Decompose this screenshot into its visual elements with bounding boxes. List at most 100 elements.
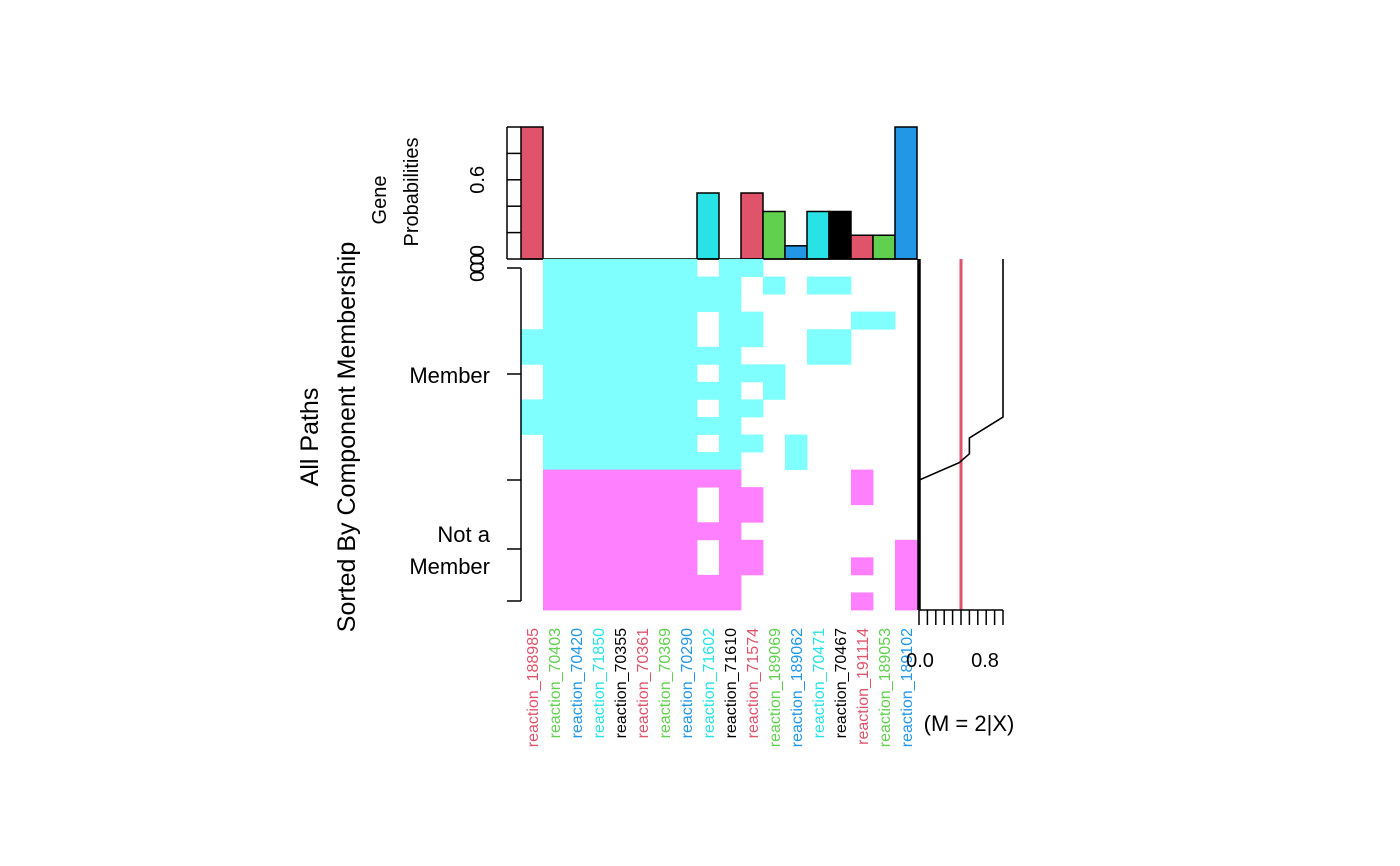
row-group-label-member-2: Member xyxy=(409,554,490,579)
gene-probability-bar xyxy=(806,210,830,260)
column-label: reaction_71610 xyxy=(723,628,740,738)
heatmap-cell xyxy=(565,311,588,330)
heatmap-cell xyxy=(653,399,676,418)
heatmap-cell xyxy=(697,469,720,488)
heatmap-cell xyxy=(653,381,676,400)
heatmap-cell xyxy=(565,259,588,277)
heatmap-cell xyxy=(543,434,566,453)
heatmap-cell xyxy=(609,364,632,383)
top-panel-ylabel-line1: Gene xyxy=(369,176,391,225)
heatmap-cell xyxy=(675,364,698,383)
heatmap-cell xyxy=(609,399,632,418)
heatmap-cell xyxy=(697,294,720,313)
heatmap-cell xyxy=(675,329,698,348)
heatmap-cell xyxy=(719,504,742,523)
heatmap-cell xyxy=(543,294,566,313)
gene-probability-bar xyxy=(520,126,544,260)
heatmap-cell xyxy=(565,294,588,313)
heatmap-cell xyxy=(719,522,742,541)
heatmap-cell xyxy=(763,276,786,295)
column-label: reaction_70467 xyxy=(833,628,850,738)
heatmap-cell xyxy=(807,346,830,365)
heatmap-cell xyxy=(587,539,610,558)
heatmap-cell xyxy=(895,539,918,558)
heatmap-cell xyxy=(543,329,566,348)
heatmap-cell xyxy=(631,469,654,488)
heatmap-cell xyxy=(543,539,566,558)
heatmap-cell xyxy=(719,329,742,348)
y-axis-title-line1: All Paths xyxy=(296,388,324,487)
heatmap-cell xyxy=(609,416,632,435)
heatmap-cell xyxy=(521,399,544,418)
heatmap-cell xyxy=(609,487,632,506)
heatmap-cell xyxy=(631,346,654,365)
column-label: reaction_189069 xyxy=(767,628,784,747)
heatmap-cell xyxy=(631,557,654,576)
heatmap-cell xyxy=(565,487,588,506)
right-panel-xlabel: (M = 2|X) xyxy=(924,711,1015,736)
gene-probability-bar xyxy=(850,234,874,260)
heatmap-cell xyxy=(851,311,874,330)
posterior-probability-line xyxy=(918,259,1004,610)
heatmap-cell xyxy=(609,434,632,453)
heatmap-cell xyxy=(697,592,720,611)
heatmap-cell xyxy=(807,276,830,295)
heatmap-cell xyxy=(609,522,632,541)
gene-probability-axis: 0.0 0.6 xyxy=(467,126,521,273)
heatmap-cell xyxy=(741,311,764,330)
heatmap-cell xyxy=(587,259,610,277)
heatmap-cell xyxy=(653,294,676,313)
y-axis-title-line2: Sorted By Component Membership xyxy=(333,242,361,632)
heatmap-cell xyxy=(719,381,742,400)
heatmap-cell xyxy=(609,539,632,558)
heatmap-cell xyxy=(719,452,742,470)
heatmap-cell xyxy=(653,592,676,611)
heatmap-cell xyxy=(851,487,874,506)
heatmap-cell xyxy=(609,381,632,400)
heatmap-cell xyxy=(565,346,588,365)
column-label: reaction_188985 xyxy=(525,628,542,747)
row-axis-tick-label: 0.0 xyxy=(467,254,489,282)
heatmap-cell xyxy=(741,557,764,576)
right-panel-tick-label-0: 0.0 xyxy=(906,650,934,672)
gene-probability-bar xyxy=(894,126,918,260)
heatmap-cell xyxy=(741,539,764,558)
heatmap-cell xyxy=(587,504,610,523)
column-label: reaction_71850 xyxy=(591,628,608,738)
heatmap-cell xyxy=(675,557,698,576)
gene-probability-bar xyxy=(740,192,764,260)
heatmap-cell xyxy=(543,259,566,277)
heatmap-cell xyxy=(565,381,588,400)
heatmap-cell xyxy=(587,329,610,348)
heatmap-cell xyxy=(565,592,588,611)
heatmap-cell xyxy=(719,434,742,453)
heatmap-cell xyxy=(587,311,610,330)
heatmap-cell xyxy=(565,434,588,453)
heatmap-cell xyxy=(543,574,566,593)
heatmap-cell xyxy=(609,469,632,488)
heatmap-cell xyxy=(653,469,676,488)
heatmap-cell xyxy=(675,487,698,506)
heatmap-cell xyxy=(565,452,588,470)
heatmap-cell xyxy=(565,469,588,488)
heatmap-cell xyxy=(565,416,588,435)
heatmap-cell xyxy=(719,487,742,506)
column-label: reaction_70471 xyxy=(811,628,828,738)
column-labels: reaction_188985 reaction_70403 reaction_70… xyxy=(525,628,916,747)
heatmap-cell xyxy=(543,487,566,506)
heatmap-cell xyxy=(719,294,742,313)
heatmap-cell xyxy=(565,574,588,593)
heatmap-cell xyxy=(895,557,918,576)
heatmap-cell xyxy=(675,434,698,453)
heatmap-cell xyxy=(653,504,676,523)
heatmap-cell xyxy=(609,276,632,295)
heatmap-cell xyxy=(741,399,764,418)
heatmap-cell xyxy=(697,574,720,593)
gene-probability-bar xyxy=(872,234,896,260)
heatmap-cell xyxy=(587,469,610,488)
heatmap-cell xyxy=(543,276,566,295)
heatmap-cell xyxy=(675,294,698,313)
heatmap-cell xyxy=(543,504,566,523)
heatmap-cell xyxy=(675,259,698,277)
